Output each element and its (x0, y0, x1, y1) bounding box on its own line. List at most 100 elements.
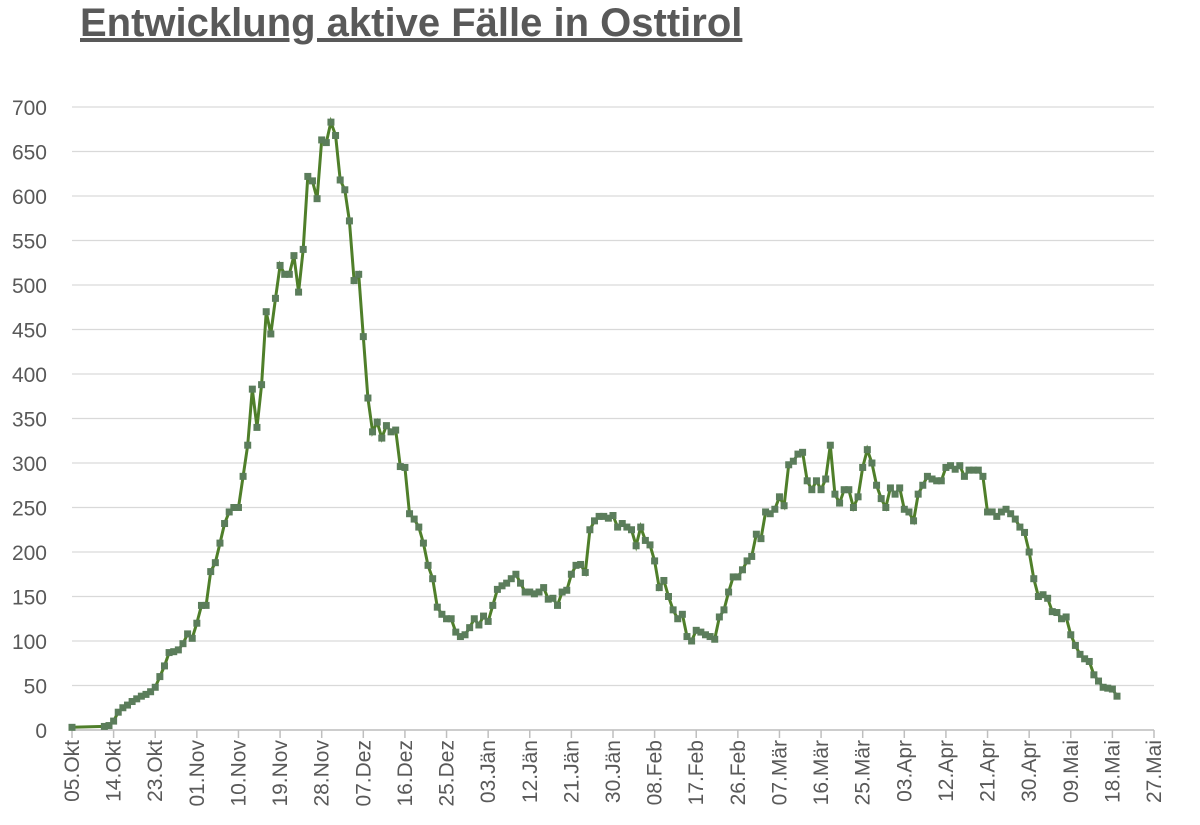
data-point (151, 683, 159, 691)
data-point (799, 448, 807, 456)
data-point (1048, 608, 1056, 616)
x-tick-label: 12.Apr (935, 740, 958, 802)
data-point (623, 523, 631, 531)
data-point (512, 570, 520, 578)
data-point (193, 619, 201, 627)
data-point (179, 640, 187, 648)
data-point (752, 530, 760, 538)
data-point (637, 523, 645, 531)
data-point (470, 615, 478, 623)
data-point (133, 695, 141, 703)
data-point (1030, 575, 1038, 583)
x-tick-label: 30.Jän (602, 740, 625, 803)
data-point (308, 177, 316, 185)
y-tick-label: 400 (12, 364, 47, 387)
data-point (923, 472, 931, 480)
data-point (461, 631, 469, 639)
data-point (618, 520, 626, 528)
data-point (701, 631, 709, 639)
data-point (498, 582, 506, 590)
data-point (258, 381, 266, 389)
data-point (244, 441, 252, 449)
data-point (544, 595, 552, 603)
y-tick-label: 100 (12, 631, 47, 654)
data-point (660, 576, 668, 584)
data-point (142, 690, 150, 698)
data-point (771, 505, 779, 513)
data-point (942, 463, 950, 471)
x-tick-label: 10.Nov (227, 740, 250, 807)
data-point (1039, 591, 1047, 599)
data-point (567, 570, 575, 578)
data-point (318, 136, 326, 144)
data-point (1053, 609, 1061, 617)
x-tick-label: 21.Jän (560, 740, 583, 803)
data-point (285, 270, 293, 278)
data-point (919, 481, 927, 489)
data-point (632, 542, 640, 550)
x-tick-label: 08.Feb (644, 740, 667, 805)
data-point (882, 504, 890, 511)
x-tick-label: 03.Apr (893, 740, 916, 802)
data-point (614, 523, 622, 531)
x-tick-label: 19.Nov (269, 740, 292, 807)
data-point (239, 472, 247, 480)
data-point (1062, 613, 1070, 621)
x-tick-label: 23.Okt (144, 740, 167, 802)
x-tick-label: 25.Mär (852, 740, 875, 805)
data-point (517, 579, 525, 587)
data-point (336, 176, 344, 184)
data-point (540, 584, 548, 592)
data-point (794, 450, 802, 458)
data-point (503, 579, 511, 587)
data-point (831, 490, 839, 498)
data-point (110, 717, 118, 725)
data-point (493, 585, 501, 593)
data-point (304, 172, 312, 180)
data-point (789, 457, 797, 465)
data-point (1011, 515, 1019, 523)
data-point (119, 704, 127, 712)
data-point (184, 630, 192, 638)
data-point (174, 646, 182, 654)
y-tick-label: 250 (12, 498, 47, 521)
data-point (100, 722, 108, 730)
data-point (956, 462, 964, 470)
data-point (230, 504, 238, 511)
data-point (443, 615, 451, 623)
data-point (147, 688, 155, 696)
data-point (651, 557, 659, 565)
data-point (1007, 510, 1015, 518)
x-tick-label: 14.Okt (103, 740, 126, 802)
data-point (373, 418, 381, 426)
data-point (322, 139, 330, 147)
data-point (748, 552, 756, 560)
data-point (586, 526, 594, 534)
data-point (410, 515, 418, 523)
y-tick-label: 600 (12, 186, 47, 209)
data-point (1021, 528, 1029, 536)
data-point (290, 252, 298, 260)
data-point (720, 606, 728, 614)
data-point (424, 561, 432, 569)
data-point (558, 588, 566, 596)
y-tick-label: 50 (24, 676, 47, 699)
data-point (600, 512, 608, 520)
data-point (678, 610, 686, 618)
data-point (396, 463, 404, 471)
data-point (845, 486, 853, 494)
data-point (840, 486, 848, 494)
data-point (762, 508, 770, 516)
data-point (863, 446, 871, 454)
data-point (438, 610, 446, 618)
data-point (734, 573, 742, 581)
data-point (577, 560, 585, 568)
data-point (886, 484, 894, 492)
data-point (489, 601, 497, 609)
data-point (466, 624, 474, 632)
y-tick-label: 500 (12, 275, 47, 298)
data-point (1085, 657, 1093, 665)
data-point (706, 633, 714, 641)
data-point (1076, 650, 1084, 658)
